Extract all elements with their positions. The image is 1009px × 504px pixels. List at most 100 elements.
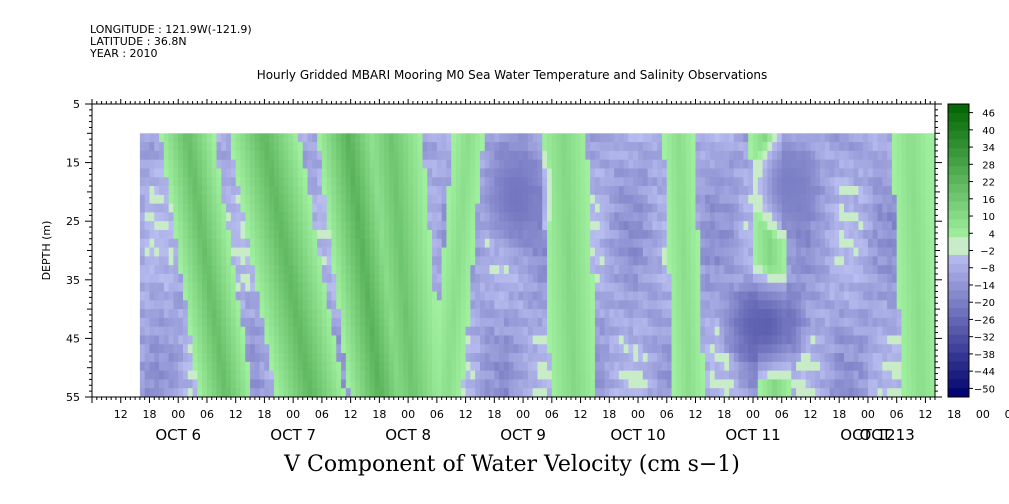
heatmap-cell xyxy=(690,247,696,257)
heatmap-cell xyxy=(551,370,558,380)
heatmap-cell xyxy=(729,212,735,222)
heatmap-cell xyxy=(523,221,529,231)
heatmap-cell xyxy=(336,168,342,178)
heatmap-cell xyxy=(906,142,912,152)
heatmap-cell xyxy=(848,370,854,380)
heatmap-cell xyxy=(896,177,902,187)
heatmap-cell xyxy=(331,344,337,354)
heatmap-cell xyxy=(479,194,486,205)
heatmap-cell xyxy=(379,177,385,187)
heatmap-cell xyxy=(920,168,926,178)
heatmap-cell xyxy=(365,256,371,266)
heatmap-cell xyxy=(211,265,217,275)
heatmap-cell xyxy=(681,326,687,336)
heatmap-cell xyxy=(355,388,361,398)
heatmap-cell xyxy=(772,335,778,345)
heatmap-cell xyxy=(269,247,275,257)
heatmap-cell xyxy=(843,168,850,178)
heatmap-cell xyxy=(163,133,170,143)
heatmap-cell xyxy=(896,150,902,161)
heatmap-cell xyxy=(206,168,213,178)
heatmap-cell xyxy=(293,194,299,205)
heatmap-cell xyxy=(484,344,490,354)
heatmap-cell xyxy=(508,212,514,222)
heatmap-cell xyxy=(671,159,677,169)
heatmap-cell xyxy=(149,186,155,196)
heatmap-cell xyxy=(714,265,720,275)
heatmap-cell xyxy=(250,238,256,248)
heatmap-cell xyxy=(369,256,375,266)
heatmap-cell xyxy=(254,379,261,389)
heatmap-cell xyxy=(772,370,778,380)
heatmap-cell xyxy=(661,177,668,187)
heatmap-cell xyxy=(729,317,735,328)
heatmap-cell xyxy=(887,186,893,196)
heatmap-cell xyxy=(561,361,567,372)
heatmap-cell xyxy=(532,353,538,363)
heatmap-cell xyxy=(872,282,878,292)
heatmap-cell xyxy=(776,353,783,363)
heatmap-cell xyxy=(326,229,332,240)
heatmap-cell xyxy=(915,326,922,336)
heatmap-cell xyxy=(647,317,653,328)
heatmap-cell xyxy=(154,265,160,275)
heatmap-cell xyxy=(369,159,375,169)
heatmap-cell xyxy=(154,194,160,205)
heatmap-cell xyxy=(518,388,524,398)
heatmap-cell xyxy=(398,265,404,275)
heatmap-cell xyxy=(451,168,457,178)
heatmap-cell xyxy=(192,186,198,196)
heatmap-cell xyxy=(575,212,581,222)
heatmap-cell xyxy=(891,361,898,372)
heatmap-cell xyxy=(695,186,701,196)
heatmap-cell xyxy=(872,238,878,248)
heatmap-cell xyxy=(633,177,639,187)
heatmap-cell xyxy=(403,265,409,275)
heatmap-cell xyxy=(235,361,241,372)
heatmap-cell xyxy=(527,142,534,152)
heatmap-cell xyxy=(422,379,428,389)
heatmap-cell xyxy=(293,177,299,187)
heatmap-cell xyxy=(235,212,241,222)
heatmap-cell xyxy=(278,194,284,205)
heatmap-cell xyxy=(537,186,543,196)
heatmap-cell xyxy=(614,317,620,328)
heatmap-cell xyxy=(163,309,170,319)
heatmap-cell xyxy=(551,379,558,389)
heatmap-cell xyxy=(915,150,922,161)
heatmap-cell xyxy=(781,273,787,284)
heatmap-cell xyxy=(839,326,845,336)
heatmap-cell xyxy=(781,282,787,292)
heatmap-cell xyxy=(317,150,323,161)
heatmap-cell xyxy=(274,353,280,363)
heatmap-cell xyxy=(393,300,399,310)
heatmap-cell xyxy=(139,370,146,380)
heatmap-cell xyxy=(820,247,826,257)
heatmap-cell xyxy=(513,326,519,336)
heatmap-cell xyxy=(570,142,577,152)
heatmap-cell xyxy=(379,150,385,161)
heatmap-cell xyxy=(537,159,543,169)
heatmap-cell xyxy=(211,177,217,187)
heatmap-cell xyxy=(398,370,404,380)
heatmap-cell xyxy=(245,265,251,275)
heatmap-cell xyxy=(633,256,639,266)
heatmap-cell xyxy=(403,142,409,152)
heatmap-cell xyxy=(638,326,644,336)
heatmap-cell xyxy=(283,370,289,380)
heatmap-cell xyxy=(604,291,610,301)
heatmap-cell xyxy=(264,282,270,292)
heatmap-cell xyxy=(269,326,275,336)
heatmap-cell xyxy=(259,229,265,240)
heatmap-cell xyxy=(647,370,653,380)
heatmap-cell xyxy=(499,300,505,310)
heatmap-cell xyxy=(154,361,160,372)
heatmap-cell xyxy=(781,238,787,248)
heatmap-cell xyxy=(839,379,845,389)
heatmap-cell xyxy=(590,300,596,310)
heatmap-cell xyxy=(853,335,859,345)
heatmap-cell xyxy=(374,370,380,380)
heatmap-cell xyxy=(494,256,500,266)
heatmap-cell xyxy=(331,150,337,161)
heatmap-cell xyxy=(307,370,313,380)
